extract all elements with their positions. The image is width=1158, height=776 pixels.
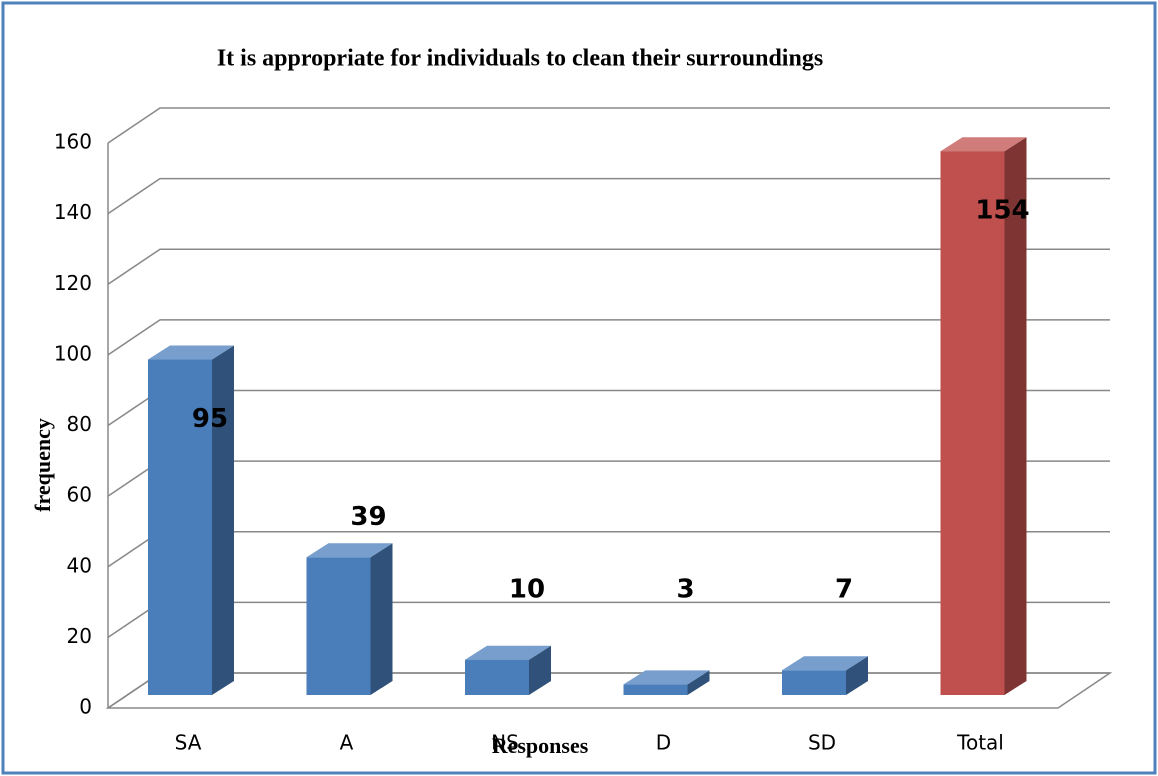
value-label: 154: [975, 196, 1029, 226]
y-tick-label: 160: [54, 130, 92, 154]
value-label: 95: [192, 404, 228, 434]
y-tick-label: 140: [54, 200, 92, 224]
x-tick-label: Total: [956, 731, 1004, 755]
x-tick-label: NS: [491, 731, 519, 755]
x-tick-label: A: [340, 731, 354, 755]
grid-line: [107, 319, 1110, 356]
grid-line: [107, 107, 1110, 144]
y-tick-label: 20: [67, 624, 92, 648]
bar: [623, 684, 688, 695]
grid-line: [107, 177, 1110, 215]
bar-side: [846, 656, 868, 695]
value-label: 3: [676, 575, 694, 605]
bar-top: [782, 656, 868, 671]
bar-side: [370, 543, 393, 695]
bar-side: [529, 645, 551, 695]
bar: [940, 151, 1005, 695]
y-tick-label: 0: [79, 695, 92, 719]
bar-side: [212, 345, 234, 695]
bar-side: [687, 670, 710, 695]
value-label: 39: [350, 502, 386, 532]
bar: [148, 359, 212, 695]
bar-top: [623, 670, 710, 685]
x-axis-title: Responses: [492, 733, 589, 758]
x-tick-label: SA: [175, 731, 202, 755]
value-label: 10: [509, 575, 545, 605]
bar-top: [940, 137, 1027, 152]
chart-title: It is appropriate for individuals to cle…: [217, 46, 823, 72]
value-label: 7: [835, 575, 853, 605]
bar-top: [306, 543, 393, 558]
x-tick-label: SD: [808, 731, 836, 755]
y-tick-label: 40: [67, 553, 92, 577]
bar-side: [1004, 137, 1027, 695]
y-tick-label: 100: [54, 341, 92, 365]
y-tick-label: 60: [67, 483, 92, 507]
bar: [465, 659, 529, 695]
bar-top: [465, 645, 551, 660]
x-tick-label: D: [656, 731, 671, 755]
y-tick-label: 80: [67, 412, 92, 436]
bar-top: [148, 345, 234, 360]
y-tick-label: 120: [54, 271, 92, 295]
grid-line: [107, 248, 1110, 285]
bar: [782, 670, 846, 695]
y-axis-title: frequency: [30, 418, 55, 512]
bar: [306, 557, 371, 695]
